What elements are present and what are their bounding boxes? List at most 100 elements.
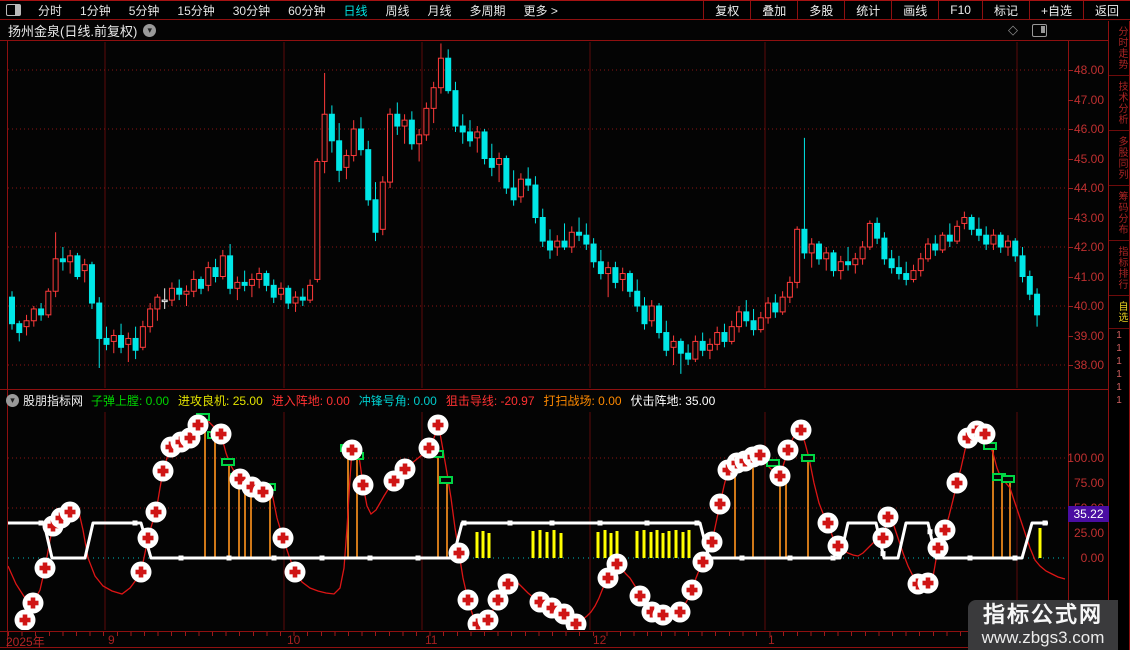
fuquan-button[interactable]: 复权 bbox=[703, 1, 750, 19]
candle-body bbox=[954, 225, 961, 242]
draw-line-button[interactable]: 画线 bbox=[891, 1, 938, 19]
indicator-collapse-icon[interactable]: ▾ bbox=[6, 394, 19, 407]
divider bbox=[1108, 21, 1109, 650]
candle-body bbox=[830, 252, 837, 272]
price-axis-label: 38.00 bbox=[1073, 358, 1104, 372]
candle-body bbox=[372, 199, 379, 233]
candle-body bbox=[299, 296, 306, 301]
candle-body bbox=[227, 255, 234, 289]
period-tab-60min[interactable]: 60分钟 bbox=[288, 3, 326, 18]
green-box-marker bbox=[221, 458, 235, 466]
divider bbox=[0, 389, 1108, 390]
back-button[interactable]: 返回 bbox=[1082, 1, 1130, 19]
indicator-field-冲锋号角: 冲锋号角: 0.00 bbox=[358, 394, 437, 408]
indicator-field-打扫战场: 打扫战场: 0.00 bbox=[543, 394, 622, 408]
add-watchlist-button[interactable]: +自选 bbox=[1028, 1, 1083, 19]
candle-body bbox=[314, 160, 321, 280]
candle-body bbox=[277, 287, 284, 295]
candle-body bbox=[968, 217, 975, 230]
candle-body bbox=[765, 302, 772, 319]
candle-body bbox=[445, 57, 452, 92]
green-box-marker bbox=[766, 459, 780, 467]
mark-button[interactable]: 标记 bbox=[981, 1, 1029, 19]
period-tab-monthly[interactable]: 月线 bbox=[427, 3, 452, 18]
indicator-axis-label: 75.00 bbox=[1073, 476, 1104, 490]
candle-body bbox=[714, 332, 721, 345]
candle-body bbox=[808, 243, 815, 254]
candle-body bbox=[946, 234, 953, 242]
candle-body bbox=[888, 258, 895, 269]
indicator-field-子弹上膛: 子弹上膛: 0.00 bbox=[91, 394, 170, 408]
candle-body bbox=[597, 261, 604, 275]
candle-body bbox=[837, 261, 844, 272]
candle-body bbox=[496, 158, 503, 165]
candle-body bbox=[430, 87, 437, 109]
candle-body bbox=[234, 281, 241, 289]
window-split-icon[interactable] bbox=[6, 4, 21, 16]
sidebar-strip-item[interactable]: 技术分析 bbox=[1109, 76, 1129, 131]
candle-body bbox=[81, 264, 88, 272]
candle-body bbox=[1034, 293, 1041, 316]
white-square-marker bbox=[507, 520, 513, 526]
candle-body bbox=[103, 337, 110, 345]
sidebar-strip-digit: 1 bbox=[1116, 395, 1122, 406]
sidebar-strip-digit: 1 bbox=[1116, 356, 1122, 367]
price-axis-label: 40.00 bbox=[1073, 299, 1104, 313]
candle-body bbox=[663, 332, 670, 351]
candle-body bbox=[997, 234, 1004, 248]
sidebar-strip-item[interactable]: 多股同列 bbox=[1109, 131, 1129, 186]
candlestick-chart[interactable] bbox=[8, 42, 1068, 388]
sidebar-strip-digit: 1 bbox=[1116, 382, 1122, 393]
candle-body bbox=[474, 131, 481, 139]
sidebar-strip-digit: 1 bbox=[1116, 369, 1122, 380]
sidebar-strip-item[interactable]: 指标排行 bbox=[1109, 241, 1129, 296]
candle-body bbox=[459, 125, 466, 133]
candle-body bbox=[532, 184, 539, 219]
candle-body bbox=[743, 311, 750, 322]
candle-body bbox=[917, 258, 924, 272]
divider bbox=[0, 40, 1130, 41]
diamond-icon[interactable]: ◇ bbox=[1008, 22, 1018, 37]
panel-layout-icon[interactable] bbox=[1032, 23, 1047, 37]
period-tab-multi[interactable]: 多周期 bbox=[469, 3, 506, 18]
candle-body bbox=[561, 240, 568, 248]
period-tab-30min[interactable]: 30分钟 bbox=[232, 3, 271, 18]
month-label: 12 bbox=[593, 633, 607, 647]
f10-button[interactable]: F10 bbox=[938, 1, 982, 19]
period-tab-5min[interactable]: 5分钟 bbox=[128, 3, 160, 18]
indicator-chart[interactable] bbox=[8, 412, 1068, 630]
stats-button[interactable]: 统计 bbox=[844, 1, 891, 19]
candle-body bbox=[939, 234, 946, 251]
candle-body bbox=[568, 231, 575, 248]
period-tab-fenshi[interactable]: 分时 bbox=[38, 3, 63, 18]
time-axis: 2025年 910111212 bbox=[0, 632, 1108, 649]
candle-body bbox=[648, 305, 655, 322]
candle-body bbox=[357, 128, 364, 151]
period-tab-more[interactable]: 更多 > bbox=[523, 3, 558, 18]
period-tab-weekly[interactable]: 周线 bbox=[385, 3, 410, 18]
sidebar-strip-item[interactable]: 分时走势 bbox=[1109, 21, 1129, 76]
sidebar-strip-item-active[interactable]: 自选 bbox=[1109, 296, 1129, 329]
candle-body bbox=[634, 290, 641, 307]
candle-body bbox=[38, 308, 45, 316]
green-box-marker bbox=[439, 476, 453, 484]
indicator-name[interactable]: 股朋指标网 bbox=[23, 394, 84, 408]
divider bbox=[0, 631, 1108, 632]
candle-body bbox=[1019, 255, 1026, 278]
candle-body bbox=[721, 332, 728, 342]
candle-body bbox=[416, 134, 423, 145]
period-tab-daily[interactable]: 日线 bbox=[343, 3, 368, 18]
chevron-down-icon[interactable]: ▾ bbox=[143, 24, 157, 37]
white-square-marker bbox=[549, 520, 555, 526]
white-square-marker bbox=[367, 555, 373, 561]
price-axis-label: 44.00 bbox=[1073, 181, 1104, 195]
indicator-field-进攻良机: 进攻良机: 25.00 bbox=[178, 394, 263, 408]
last-value-badge: 35.22 bbox=[1068, 506, 1109, 522]
candle-body bbox=[685, 352, 692, 360]
period-tab-1min[interactable]: 1分钟 bbox=[80, 3, 111, 18]
period-tab-15min[interactable]: 15分钟 bbox=[177, 3, 215, 18]
sidebar-strip-item[interactable]: 筹码分布 bbox=[1109, 186, 1129, 241]
multi-stock-button[interactable]: 多股 bbox=[797, 1, 844, 19]
overlay-button[interactable]: 叠加 bbox=[750, 1, 797, 19]
indicator-axis-label: 0.00 bbox=[1080, 551, 1104, 565]
